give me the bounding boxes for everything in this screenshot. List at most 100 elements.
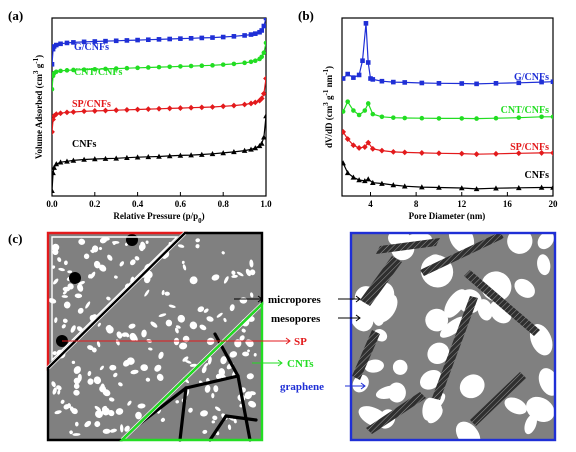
pore — [84, 420, 92, 428]
data-point-CNFs — [550, 184, 553, 190]
pore — [87, 345, 94, 351]
pore — [135, 411, 142, 420]
pore — [233, 418, 237, 424]
data-point-SP/CNFs — [64, 109, 70, 116]
data-point-CNFs — [258, 140, 265, 146]
pore — [160, 417, 165, 422]
data-point-SP/CNFs — [220, 103, 227, 110]
series-label-CNFs: CNFs — [525, 170, 550, 181]
pore — [57, 257, 62, 262]
data-point-SP/CNFs — [390, 148, 397, 155]
pore — [106, 296, 111, 301]
pore — [161, 290, 165, 296]
pore — [74, 421, 79, 427]
data-point-SP/CNFs — [156, 105, 162, 112]
data-point-G/CNFs — [248, 32, 254, 37]
pore — [93, 376, 102, 385]
pore — [106, 325, 114, 334]
data-point-SP/CNFs — [52, 116, 56, 123]
pore — [61, 324, 66, 329]
data-point-G/CNFs — [345, 71, 351, 77]
data-point-SP/CNFs — [198, 104, 205, 111]
data-point-CNT/CNFs — [342, 109, 346, 114]
data-point-G/CNFs — [113, 38, 119, 44]
data-point-CNT/CNFs — [53, 69, 59, 75]
data-point-G/CNFs — [365, 60, 371, 65]
arrow-head — [355, 295, 361, 303]
data-point-G/CNFs — [360, 58, 365, 64]
pore — [150, 321, 158, 328]
data-point-CNT/CNFs — [146, 65, 151, 70]
data-point-G/CNFs — [261, 23, 266, 29]
data-point-G/CNFs — [550, 79, 553, 85]
pore — [127, 400, 132, 406]
data-point-CNFs — [473, 186, 480, 192]
pore — [77, 283, 84, 292]
pore — [145, 377, 151, 382]
data-point-CNT/CNFs — [248, 59, 254, 65]
data-point-SP/CNFs — [342, 129, 347, 135]
data-point-SP/CNFs — [256, 97, 263, 104]
pore — [223, 317, 227, 323]
pore — [249, 259, 254, 268]
data-point-SP/CNFs — [418, 150, 425, 156]
data-point-G/CNFs — [124, 38, 130, 43]
pore — [211, 274, 220, 281]
pore — [212, 415, 218, 421]
x-tick-label: 0.8 — [218, 199, 230, 209]
pore — [109, 428, 117, 433]
pore — [246, 373, 254, 380]
data-point-CNT/CNFs — [402, 115, 408, 121]
pore — [134, 256, 140, 261]
data-point-CNFs — [231, 149, 237, 155]
data-point-CNFs — [263, 113, 266, 119]
pore — [54, 410, 62, 415]
pore — [364, 359, 384, 373]
pore — [208, 356, 212, 365]
series-label-G/CNFs: G/CNFs — [74, 42, 109, 53]
pore — [248, 400, 257, 408]
pore — [109, 364, 117, 371]
series-label-CNT/CNFs: CNT/CNFs — [501, 105, 549, 116]
pore — [115, 408, 124, 415]
data-point-CNFs — [145, 154, 152, 160]
pore — [101, 407, 110, 416]
data-point-CNFs — [166, 153, 173, 159]
data-point-CNT/CNFs — [71, 67, 76, 73]
cnt-region-frame — [119, 301, 264, 442]
pore — [141, 329, 147, 338]
data-point-CNFs — [379, 180, 385, 186]
data-point-SP/CNFs — [369, 145, 376, 152]
data-point-CNT/CNFs — [103, 66, 108, 72]
pore — [514, 278, 535, 298]
pore — [236, 271, 244, 277]
pore — [63, 301, 71, 309]
data-point-CNT/CNFs — [459, 116, 465, 121]
pore — [211, 393, 215, 399]
pore — [375, 294, 398, 323]
pore — [60, 399, 65, 404]
pore — [130, 369, 139, 375]
data-point-CNT/CNFs — [188, 63, 194, 69]
pore — [88, 274, 92, 279]
data-point-SP/CNFs — [263, 75, 266, 82]
data-point-SP/CNFs — [260, 90, 266, 97]
pore — [179, 342, 188, 350]
x-tick-label: 12 — [457, 199, 467, 209]
pore — [504, 397, 527, 415]
pore — [91, 245, 99, 253]
panel-label-b: (b) — [298, 8, 314, 23]
data-point-SP/CNFs — [550, 150, 553, 156]
data-point-SP/CNFs — [538, 150, 545, 156]
data-point-CNFs — [261, 134, 266, 140]
data-point-CNFs — [102, 155, 109, 161]
label-sp: SP — [294, 336, 307, 348]
data-point-G/CNFs — [253, 31, 258, 36]
schematic-left — [46, 231, 264, 442]
pore — [375, 385, 403, 399]
data-point-CNFs — [52, 187, 55, 193]
data-point-G/CNFs — [242, 33, 247, 38]
data-point-CNT/CNFs — [178, 64, 183, 69]
chart-b-ylabel: dV/dD (cm3 g-1 nm-1) — [322, 66, 334, 148]
